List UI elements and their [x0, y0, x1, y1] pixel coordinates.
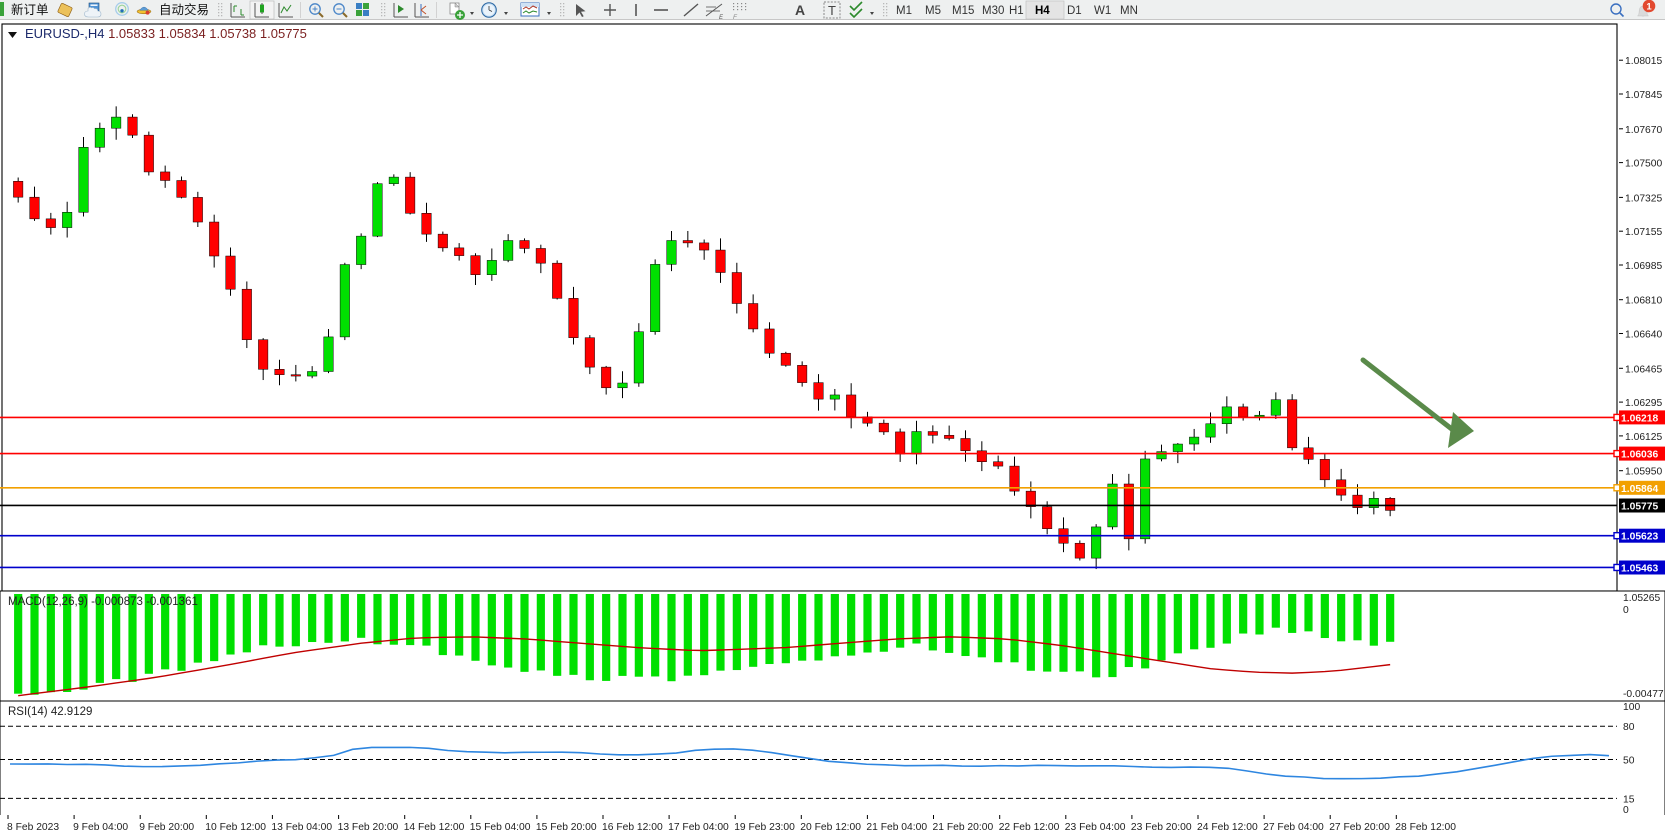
svg-text:19 Feb 23:00: 19 Feb 23:00 [734, 822, 795, 833]
svg-text:16 Feb 12:00: 16 Feb 12:00 [602, 822, 663, 833]
svg-text:21 Feb 04:00: 21 Feb 04:00 [866, 822, 927, 833]
svg-text:13 Feb 20:00: 13 Feb 20:00 [338, 822, 399, 833]
svg-text:23 Feb 20:00: 23 Feb 20:00 [1131, 822, 1192, 833]
svg-text:15 Feb 04:00: 15 Feb 04:00 [470, 822, 531, 833]
svg-text:24 Feb 12:00: 24 Feb 12:00 [1197, 822, 1258, 833]
svg-text:20 Feb 12:00: 20 Feb 12:00 [800, 822, 861, 833]
svg-text:9 Feb 20:00: 9 Feb 20:00 [139, 822, 194, 833]
svg-text:10 Feb 12:00: 10 Feb 12:00 [205, 822, 266, 833]
svg-text:28 Feb 12:00: 28 Feb 12:00 [1395, 822, 1456, 833]
svg-text:21 Feb 20:00: 21 Feb 20:00 [933, 822, 994, 833]
svg-text:22 Feb 12:00: 22 Feb 12:00 [999, 822, 1060, 833]
svg-text:15 Feb 20:00: 15 Feb 20:00 [536, 822, 597, 833]
svg-text:14 Feb 12:00: 14 Feb 12:00 [404, 822, 465, 833]
svg-text:8 Feb 2023: 8 Feb 2023 [7, 822, 59, 833]
svg-text:23 Feb 04:00: 23 Feb 04:00 [1065, 822, 1126, 833]
svg-text:9 Feb 04:00: 9 Feb 04:00 [73, 822, 128, 833]
svg-text:27 Feb 04:00: 27 Feb 04:00 [1263, 822, 1324, 833]
svg-text:17 Feb 04:00: 17 Feb 04:00 [668, 822, 729, 833]
svg-text:13 Feb 04:00: 13 Feb 04:00 [271, 822, 332, 833]
svg-text:27 Feb 20:00: 27 Feb 20:00 [1329, 822, 1390, 833]
